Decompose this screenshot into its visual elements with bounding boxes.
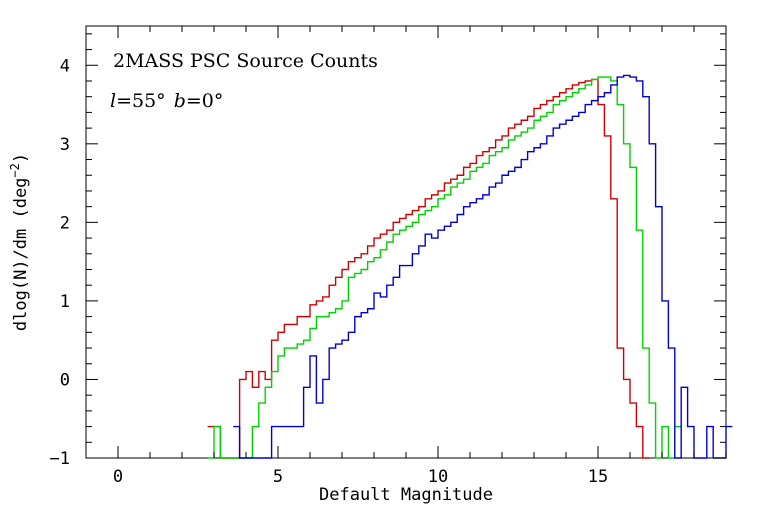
y-tick-label: 3 <box>60 135 70 155</box>
galactic-latitude-value: =0° <box>186 90 224 112</box>
coordinates-annotation: l=55° b=0° <box>110 90 223 112</box>
y-tick-label: 4 <box>60 56 70 76</box>
tick-layer <box>85 26 727 459</box>
series-blue-line <box>233 74 733 459</box>
galactic-longitude-symbol: l <box>110 90 116 112</box>
x-axis-title: Default Magnitude <box>319 485 493 505</box>
y-axis-title: dlog(N)/dm (deg−2) <box>8 153 31 331</box>
tick-label-layer: 0 5 10 15 −1 0 1 2 3 4 <box>50 56 609 487</box>
y-tick-label: −1 <box>50 449 70 469</box>
x-tick-label: 0 <box>113 467 123 487</box>
y-tick-label: 0 <box>60 370 70 390</box>
survey-annotation: 2MASS PSC Source Counts <box>113 50 378 72</box>
y-tick-label: 2 <box>60 213 70 233</box>
y-axis-title-close: ) <box>11 153 31 163</box>
series-green-line <box>207 76 682 459</box>
galactic-longitude-value: =55° <box>116 90 166 112</box>
x-tick-label: 15 <box>588 467 608 487</box>
galactic-latitude-symbol: b <box>174 90 186 112</box>
series-layer <box>207 74 733 459</box>
series-red-line <box>207 78 650 459</box>
x-tick-label: 10 <box>428 467 448 487</box>
y-axis-title-exponent: −2 <box>8 163 22 177</box>
x-tick-label: 5 <box>273 467 283 487</box>
y-tick-label: 1 <box>60 292 70 312</box>
y-axis-title-main: dlog(N)/dm (deg <box>11 178 31 332</box>
